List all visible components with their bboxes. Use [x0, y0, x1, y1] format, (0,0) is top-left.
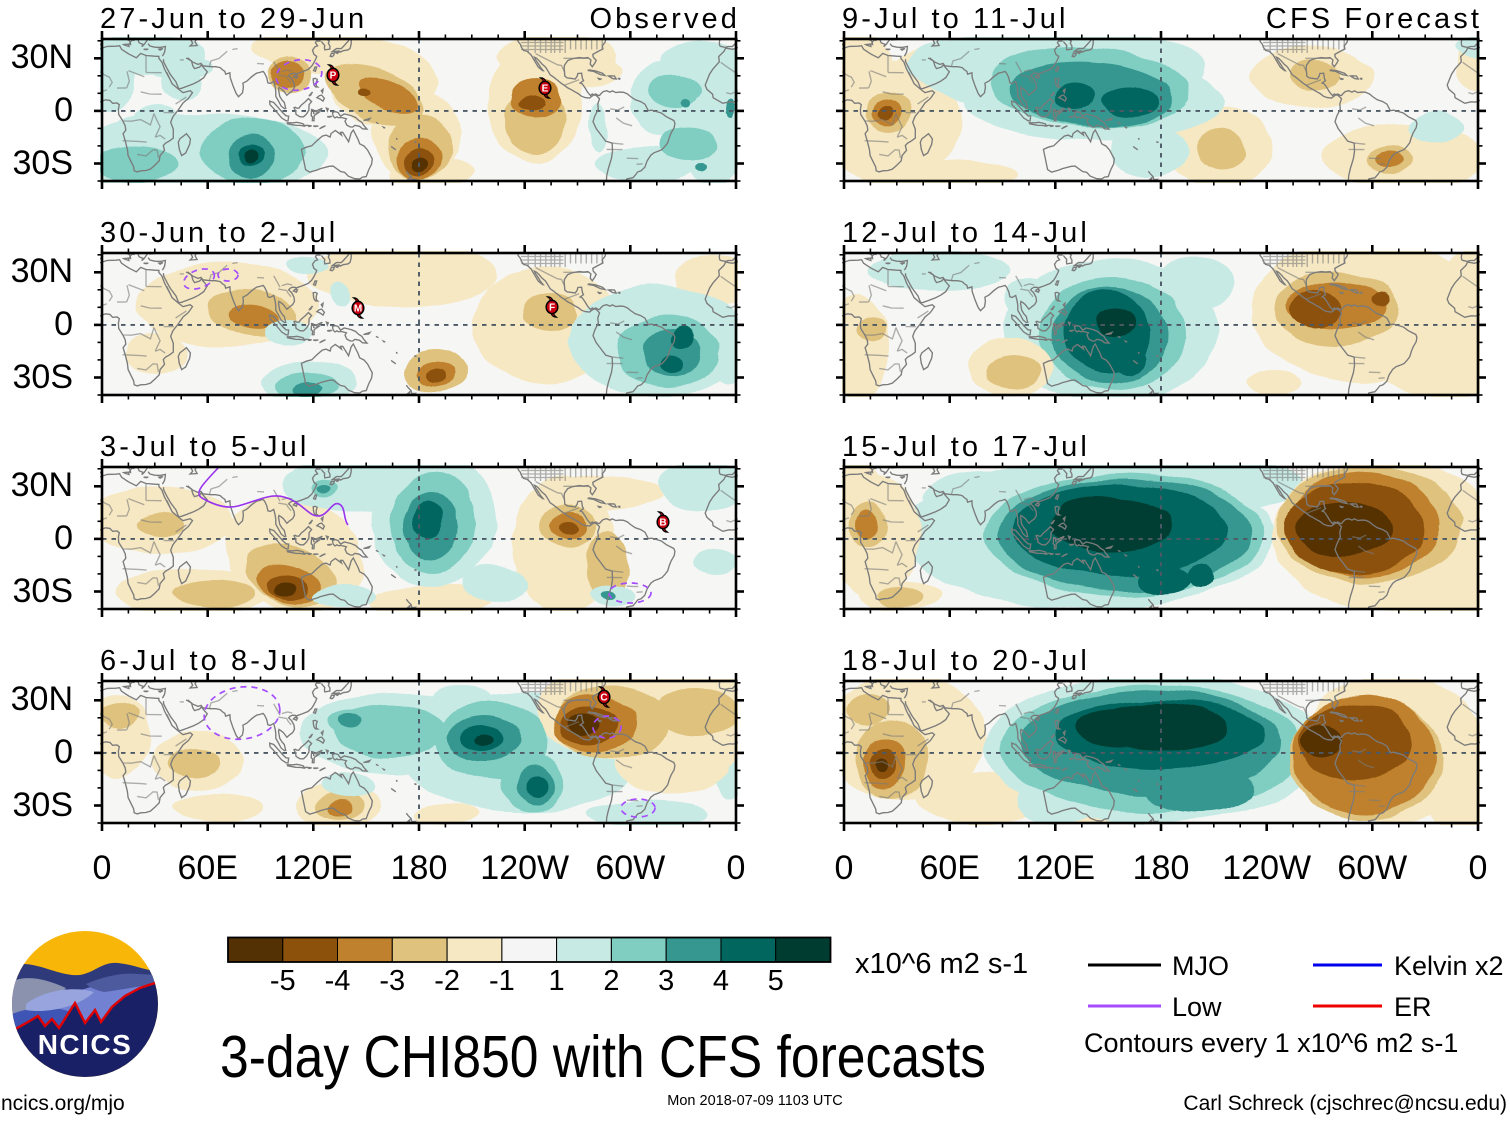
svg-text:Carl Schreck (cjschrec@ncsu.ed: Carl Schreck (cjschrec@ncsu.edu) — [1183, 1092, 1507, 1115]
svg-text:60E: 60E — [919, 849, 980, 887]
svg-text:0: 0 — [1469, 849, 1488, 887]
svg-text:60E: 60E — [177, 849, 238, 887]
svg-text:5: 5 — [768, 965, 784, 997]
svg-text:MJO: MJO — [1172, 951, 1229, 981]
svg-text:60W: 60W — [1337, 849, 1407, 887]
svg-text:0: 0 — [54, 733, 73, 771]
svg-text:6-Jul to 8-Jul: 6-Jul to 8-Jul — [100, 645, 309, 677]
svg-text:180: 180 — [391, 849, 448, 887]
svg-text:-3: -3 — [379, 965, 405, 997]
svg-text:180: 180 — [1133, 849, 1190, 887]
svg-text:120W: 120W — [480, 849, 569, 887]
svg-text:-2: -2 — [434, 965, 460, 997]
svg-text:-1: -1 — [489, 965, 515, 997]
svg-text:30N: 30N — [11, 252, 73, 290]
svg-text:CFS Forecast: CFS Forecast — [1266, 3, 1482, 35]
svg-text:Mon 2018-07-09 1103 UTC: Mon 2018-07-09 1103 UTC — [667, 1093, 842, 1109]
svg-text:30S: 30S — [13, 358, 74, 396]
svg-text:ncics.org/mjo: ncics.org/mjo — [1, 1092, 125, 1115]
svg-text:0: 0 — [54, 519, 73, 557]
svg-text:18-Jul to 20-Jul: 18-Jul to 20-Jul — [842, 645, 1090, 677]
svg-text:30-Jun to 2-Jul: 30-Jun to 2-Jul — [100, 217, 338, 249]
svg-text:120E: 120E — [274, 849, 353, 887]
svg-text:M: M — [354, 304, 362, 315]
svg-text:0: 0 — [727, 849, 746, 887]
svg-text:x10^6 m2 s-1: x10^6 m2 s-1 — [855, 948, 1028, 980]
svg-text:120E: 120E — [1016, 849, 1095, 887]
svg-text:Kelvin x2: Kelvin x2 — [1394, 951, 1504, 981]
svg-text:2: 2 — [603, 965, 619, 997]
svg-text:30N: 30N — [11, 680, 73, 718]
svg-text:27-Jun to 29-Jun: 27-Jun to 29-Jun — [100, 3, 367, 35]
svg-text:0: 0 — [54, 305, 73, 343]
svg-text:-4: -4 — [325, 965, 351, 997]
svg-text:0: 0 — [54, 91, 73, 129]
svg-text:0: 0 — [93, 849, 112, 887]
svg-text:Contours every 1 x10^6 m2 s-1: Contours every 1 x10^6 m2 s-1 — [1084, 1028, 1458, 1058]
svg-text:NCICS: NCICS — [38, 1029, 133, 1060]
svg-text:F: F — [549, 303, 555, 314]
svg-text:30S: 30S — [13, 144, 74, 182]
svg-text:ER: ER — [1394, 992, 1432, 1022]
svg-text:C: C — [600, 693, 607, 704]
svg-text:P: P — [330, 71, 337, 82]
svg-text:30N: 30N — [11, 466, 73, 504]
svg-text:12-Jul to 14-Jul: 12-Jul to 14-Jul — [842, 217, 1090, 249]
svg-text:120W: 120W — [1222, 849, 1311, 887]
svg-text:30N: 30N — [11, 38, 73, 76]
svg-text:3-day CHI850 with CFS forecast: 3-day CHI850 with CFS forecasts — [220, 1024, 986, 1090]
svg-text:E: E — [542, 84, 549, 95]
svg-text:9-Jul to 11-Jul: 9-Jul to 11-Jul — [842, 3, 1069, 35]
svg-text:0: 0 — [835, 849, 854, 887]
svg-text:Observed: Observed — [589, 3, 740, 35]
svg-text:-5: -5 — [270, 965, 296, 997]
svg-text:4: 4 — [713, 965, 729, 997]
svg-text:15-Jul to 17-Jul: 15-Jul to 17-Jul — [842, 431, 1090, 463]
svg-text:30S: 30S — [13, 572, 74, 610]
svg-text:B: B — [659, 518, 666, 529]
svg-text:60W: 60W — [595, 849, 665, 887]
svg-text:1: 1 — [549, 965, 565, 997]
svg-text:3-Jul to 5-Jul: 3-Jul to 5-Jul — [100, 431, 309, 463]
svg-text:3: 3 — [658, 965, 674, 997]
svg-text:30S: 30S — [13, 786, 74, 824]
svg-text:Low: Low — [1172, 992, 1222, 1022]
